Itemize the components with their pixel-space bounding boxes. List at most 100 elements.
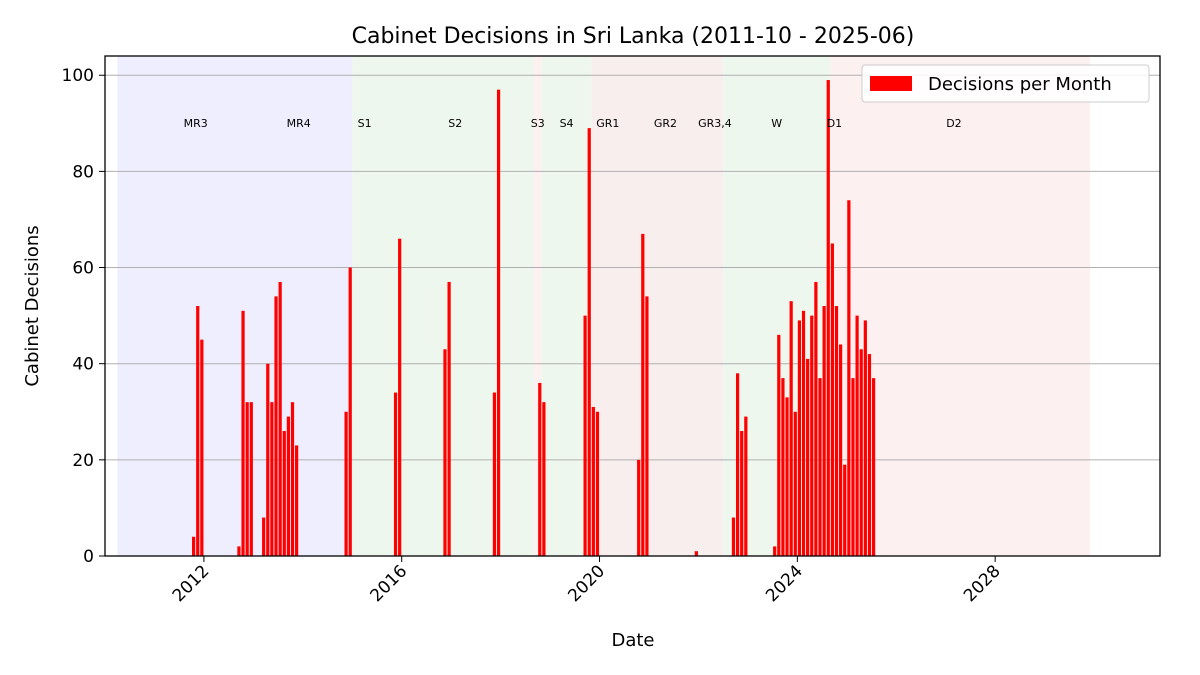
period-label: GR1 [596, 117, 619, 130]
bar [818, 378, 822, 556]
period-label: S3 [531, 117, 545, 130]
legend: Decisions per Month [861, 64, 1150, 103]
bar [773, 546, 777, 556]
period-label: W [771, 117, 782, 130]
period-labels: MR3 MR4 S1 S2 S3 S4 GR1 GR2 GR3,4 W D1 D2 [184, 117, 962, 130]
period-label: MR4 [287, 117, 311, 130]
bar [542, 402, 546, 556]
y-tick-label: 60 [72, 259, 94, 279]
period-label: MR3 [184, 117, 208, 130]
bar [398, 238, 402, 556]
period-band [533, 56, 542, 556]
x-axis: 2012 2016 2020 2024 2028 [169, 556, 1005, 606]
bar [443, 349, 447, 556]
period-label: GR2 [654, 117, 677, 130]
bar [793, 411, 797, 556]
legend-frame [861, 64, 1150, 103]
bar [826, 80, 830, 557]
bar [200, 339, 204, 556]
bar [245, 402, 249, 556]
bar [694, 551, 698, 556]
bar [785, 397, 789, 556]
period-bands [117, 56, 1090, 556]
bar [847, 200, 851, 556]
bar [789, 301, 793, 556]
bar [797, 320, 802, 556]
bar [496, 89, 501, 557]
period-label: GR3,4 [698, 117, 732, 130]
bar [270, 402, 274, 556]
bar [801, 310, 806, 556]
period-label: D1 [827, 117, 842, 130]
bar [810, 315, 814, 556]
period-band [352, 56, 534, 556]
bar [262, 517, 266, 556]
bar [237, 546, 241, 556]
bar [583, 315, 587, 556]
bar [447, 281, 451, 556]
legend-swatch [870, 76, 912, 91]
bar [286, 416, 290, 556]
bar [290, 402, 295, 556]
y-axis-label: Cabinet Decisions [22, 225, 43, 386]
period-band [117, 56, 353, 556]
bar [595, 411, 600, 556]
x-tick-label: 2016 [367, 561, 412, 606]
x-tick-label: 2020 [564, 561, 609, 606]
bar [393, 392, 398, 556]
y-axis: 0 20 40 60 80 100 [62, 66, 105, 567]
y-tick-label: 0 [83, 547, 94, 567]
bar [863, 320, 867, 556]
bar [641, 233, 645, 556]
bar [344, 411, 348, 556]
x-tick-label: 2012 [169, 561, 214, 606]
bar [781, 378, 785, 556]
period-label: S4 [560, 117, 574, 130]
bar [587, 128, 591, 556]
bar [637, 459, 641, 556]
bar [191, 536, 196, 556]
bar [196, 306, 200, 556]
x-tick-label: 2024 [762, 561, 807, 606]
period-band [591, 56, 724, 556]
y-tick-label: 40 [72, 355, 94, 375]
bar [822, 306, 826, 556]
bars-layer [191, 80, 876, 557]
y-tick-label: 20 [72, 451, 94, 471]
period-band [541, 56, 592, 556]
bar [266, 363, 270, 556]
bar [814, 281, 818, 556]
bar [591, 406, 595, 556]
bar [867, 354, 872, 556]
x-axis-label: Date [611, 630, 654, 651]
bar [348, 267, 352, 556]
chart-title: Cabinet Decisions in Sri Lanka (2011-10 … [352, 24, 915, 49]
bar [492, 392, 497, 556]
period-band [723, 56, 831, 556]
bar [744, 416, 748, 556]
y-tick-label: 100 [62, 66, 94, 86]
bar [274, 296, 278, 556]
bar [645, 296, 649, 556]
bar [740, 431, 744, 556]
bar [241, 310, 245, 556]
bar [295, 445, 299, 556]
bar [731, 517, 736, 556]
bar [834, 306, 839, 556]
bar [282, 431, 286, 556]
bar [735, 373, 740, 556]
legend-label: Decisions per Month [928, 74, 1112, 95]
period-label: S2 [448, 117, 462, 130]
bar [859, 349, 863, 556]
bar [871, 378, 876, 556]
period-label: S1 [358, 117, 372, 130]
bar [278, 281, 282, 556]
bar [830, 243, 834, 556]
bar [806, 358, 810, 556]
plot-frame [104, 55, 1161, 557]
bar [843, 464, 847, 556]
bar [777, 334, 781, 556]
period-label: D2 [946, 117, 961, 130]
bar [851, 378, 855, 556]
